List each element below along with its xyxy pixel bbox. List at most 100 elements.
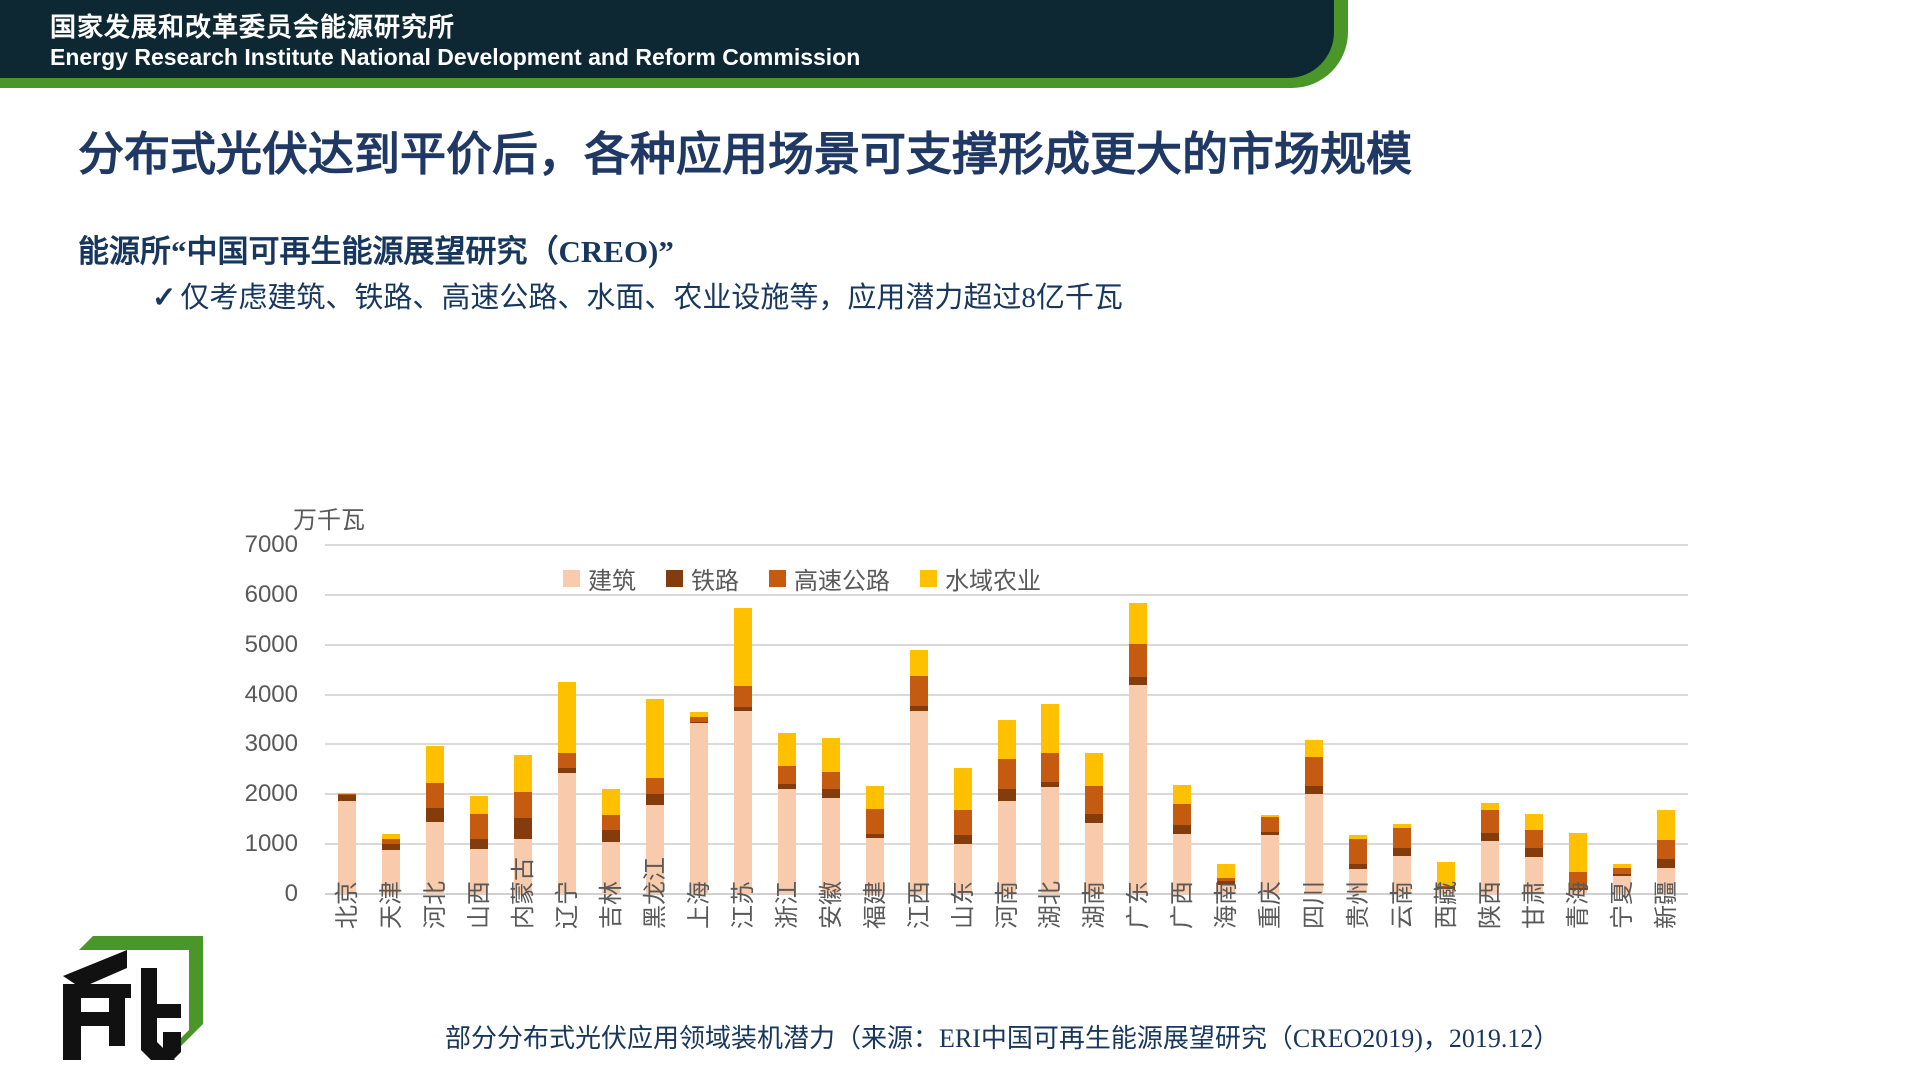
bar-segment-水域农业 [1613, 864, 1632, 868]
bar-segment-建筑 [953, 844, 972, 894]
legend-item: 高速公路 [769, 561, 890, 596]
legend-label: 高速公路 [794, 568, 890, 595]
legend-swatch [769, 570, 786, 587]
bar-segment-高速公路 [953, 810, 972, 835]
bar-segment-水域农业 [469, 795, 488, 815]
x-tick-label: 吉林 [597, 881, 625, 929]
gridline [325, 693, 1688, 696]
bar-segment-水域农业 [821, 738, 840, 772]
x-tick-label: 安徽 [817, 881, 845, 929]
gridline [325, 593, 1688, 596]
bullet-text: 仅考虑建筑、铁路、高速公路、水面、农业设施等，应用潜力超过8亿千瓦 [180, 282, 1123, 314]
bar-segment-铁路 [997, 789, 1016, 801]
bar-segment-铁路 [953, 834, 972, 845]
bar-segment-建筑 [1173, 833, 1192, 894]
bar-segment-高速公路 [1129, 643, 1148, 678]
bar-segment-高速公路 [865, 809, 884, 834]
legend-label: 铁路 [691, 568, 739, 595]
x-tick-label: 四川 [1301, 881, 1329, 929]
subtitle: 能源所“中国可再生能源展望研究（CREO)” [78, 234, 674, 269]
x-tick-label: 海南 [1213, 881, 1241, 929]
bar-segment-高速公路 [601, 814, 620, 831]
bar-segment-铁路 [337, 795, 356, 801]
y-tick-label: 2000 [244, 780, 298, 808]
bar-segment-建筑 [1041, 787, 1060, 894]
x-tick-label: 天津 [377, 881, 405, 929]
bar-segment-建筑 [821, 797, 840, 894]
x-tick-label: 陕西 [1477, 881, 1505, 929]
x-tick-label: 辽宁 [553, 881, 581, 929]
bar-segment-建筑 [865, 837, 884, 894]
x-tick-label: 云南 [1389, 881, 1417, 929]
bar-segment-高速公路 [645, 778, 664, 795]
x-tick-label: 新疆 [1653, 881, 1681, 929]
bar-segment-水域农业 [513, 755, 532, 792]
bar-segment-水域农业 [381, 834, 400, 840]
header-green-band: 国家发展和改革委员会能源研究所 Energy Research Institut… [0, 0, 1348, 88]
legend-swatch [563, 570, 580, 587]
bar-segment-建筑 [1437, 888, 1456, 894]
gridline [325, 893, 1688, 895]
bar-segment-建筑 [513, 839, 532, 894]
bar-segment-铁路 [645, 794, 664, 806]
bar-segment-铁路 [1525, 848, 1544, 858]
bar-segment-水域农业 [1481, 802, 1500, 811]
x-tick-label: 宁夏 [1609, 881, 1637, 929]
bar-segment-建筑 [777, 789, 796, 894]
bar-segment-高速公路 [909, 676, 928, 706]
bar-segment-水域农业 [1569, 832, 1588, 872]
bar-segment-水域农业 [1041, 704, 1060, 754]
x-tick-label: 上海 [685, 881, 713, 929]
plot-area: 建筑 铁路 高速公路 水域农业 [325, 544, 1688, 895]
x-tick-label: 西藏 [1433, 881, 1461, 929]
bar-segment-铁路 [381, 844, 400, 851]
bar-segment-高速公路 [1481, 810, 1500, 833]
bar-segment-水域农业 [1085, 753, 1104, 786]
x-tick-label: 重庆 [1257, 881, 1285, 929]
bar-segment-铁路 [1305, 785, 1324, 795]
bar-segment-水域农业 [1217, 864, 1236, 878]
bar-segment-高速公路 [381, 839, 400, 845]
x-tick-label: 北京 [333, 881, 361, 929]
bar-segment-铁路 [1173, 824, 1192, 834]
bar-segment-水域农业 [1349, 834, 1368, 840]
org-name-chinese: 国家发展和改革委员会能源研究所 [50, 12, 456, 42]
bullet-item: ✓ 仅考虑建筑、铁路、高速公路、水面、农业设施等，应用潜力超过8亿千瓦 [152, 274, 1123, 316]
bar-segment-水域农业 [1261, 814, 1280, 818]
bar-segment-铁路 [425, 808, 444, 822]
x-tick-label: 河南 [993, 881, 1021, 929]
bar-segment-高速公路 [425, 782, 444, 809]
bar-segment-铁路 [469, 839, 488, 850]
gridline [325, 544, 1688, 546]
x-tick-label: 甘肃 [1521, 881, 1549, 929]
bar-segment-建筑 [337, 800, 356, 894]
bar-segment-铁路 [1569, 887, 1588, 891]
eri-logo-graphic [63, 936, 203, 1060]
x-tick-label: 湖北 [1037, 881, 1065, 929]
bar-segment-高速公路 [733, 685, 752, 707]
bar-segment-水域农业 [1173, 785, 1192, 804]
bar-segment-高速公路 [1437, 885, 1456, 888]
bar-segment-水域农业 [733, 607, 752, 686]
eri-logo [35, 928, 210, 1078]
x-tick-label: 广西 [1169, 881, 1197, 929]
x-tick-label: 湖南 [1081, 881, 1109, 929]
y-tick-label: 4000 [244, 680, 298, 708]
legend-swatch [920, 570, 937, 587]
bar-segment-高速公路 [1085, 785, 1104, 814]
bar-segment-高速公路 [777, 765, 796, 785]
bar-segment-建筑 [645, 805, 664, 894]
bar-segment-建筑 [733, 710, 752, 894]
bar-segment-水域农业 [689, 711, 708, 718]
chart-legend: 建筑 铁路 高速公路 水域农业 [563, 561, 1041, 596]
bar-segment-建筑 [1525, 857, 1544, 894]
x-tick-label: 江西 [905, 881, 933, 929]
bar-segment-铁路 [1481, 832, 1500, 842]
bar-segment-铁路 [1657, 859, 1676, 868]
bar-segment-高速公路 [1657, 840, 1676, 860]
bar-segment-高速公路 [1041, 753, 1060, 783]
legend-item: 水域农业 [920, 561, 1041, 596]
bar-segment-高速公路 [689, 717, 708, 722]
legend-item: 建筑 [563, 561, 636, 596]
bar-segment-水域农业 [1437, 861, 1456, 886]
